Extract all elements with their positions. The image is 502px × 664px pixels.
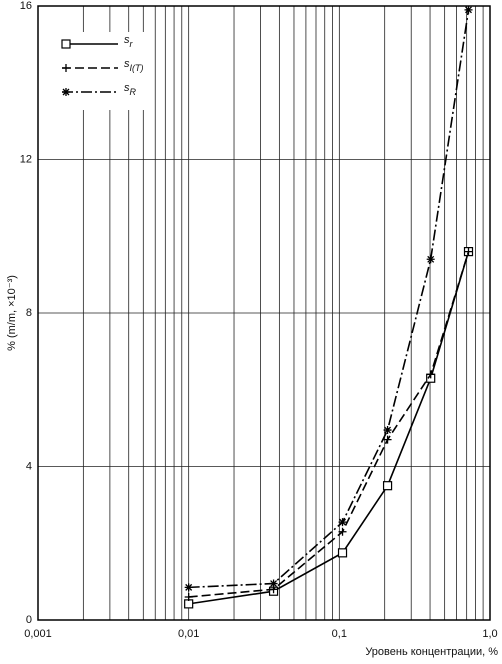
point-marker (269, 579, 278, 588)
marker-diag (465, 6, 472, 14)
marker-diag (339, 518, 346, 526)
point-marker (464, 247, 473, 256)
x-tick-label: 1,0 (482, 628, 497, 640)
legend-label: sR (124, 82, 137, 97)
point-marker (383, 426, 392, 435)
marker-cross (338, 527, 347, 536)
marker-diag (62, 88, 70, 96)
marker-cross (383, 435, 392, 444)
point-marker (464, 5, 473, 14)
marker-diag (185, 583, 193, 591)
point-marker (426, 255, 435, 264)
marker-cross (62, 64, 70, 72)
point-marker (382, 481, 393, 491)
y-axis-label: % (m/m, ×10⁻³) (6, 275, 18, 351)
y-tick-label: 12 (20, 153, 32, 165)
legend-marker (61, 39, 71, 49)
marker-cross (184, 592, 193, 601)
point-marker (184, 592, 193, 601)
marker-diag (427, 255, 435, 263)
y-tick-label: 8 (26, 307, 32, 319)
marker-diag (270, 580, 278, 588)
point-marker (426, 370, 435, 379)
point-marker (338, 527, 347, 536)
x-tick-label: 0,01 (178, 628, 199, 640)
plot-frame (37, 5, 491, 621)
legend-marker (62, 64, 70, 72)
y-tick-label: 16 (20, 0, 32, 12)
marker-diag (384, 426, 392, 434)
marker-square (382, 481, 393, 491)
marker-square (337, 548, 348, 558)
x-tick-label: 0,001 (24, 628, 52, 640)
point-marker (383, 435, 392, 444)
marker-square (61, 39, 71, 49)
legend-label: sr (124, 34, 134, 49)
series-line (188, 251, 470, 598)
y-tick-label: 4 (26, 460, 32, 472)
point-marker (337, 548, 348, 558)
point-marker (184, 583, 193, 592)
point-marker (184, 599, 194, 609)
series-line (188, 251, 470, 605)
y-tick-label: 0 (26, 614, 32, 626)
marker-square (184, 599, 194, 609)
marker-cross (426, 370, 435, 379)
legend-marker (62, 88, 70, 96)
x-axis-label: Уровень концентрации, % (365, 646, 498, 658)
x-tick-label: 0,1 (332, 628, 347, 640)
series-line (188, 9, 470, 589)
point-marker (338, 518, 347, 527)
legend-label: sI(T) (124, 58, 144, 73)
marker-cross (464, 247, 473, 256)
